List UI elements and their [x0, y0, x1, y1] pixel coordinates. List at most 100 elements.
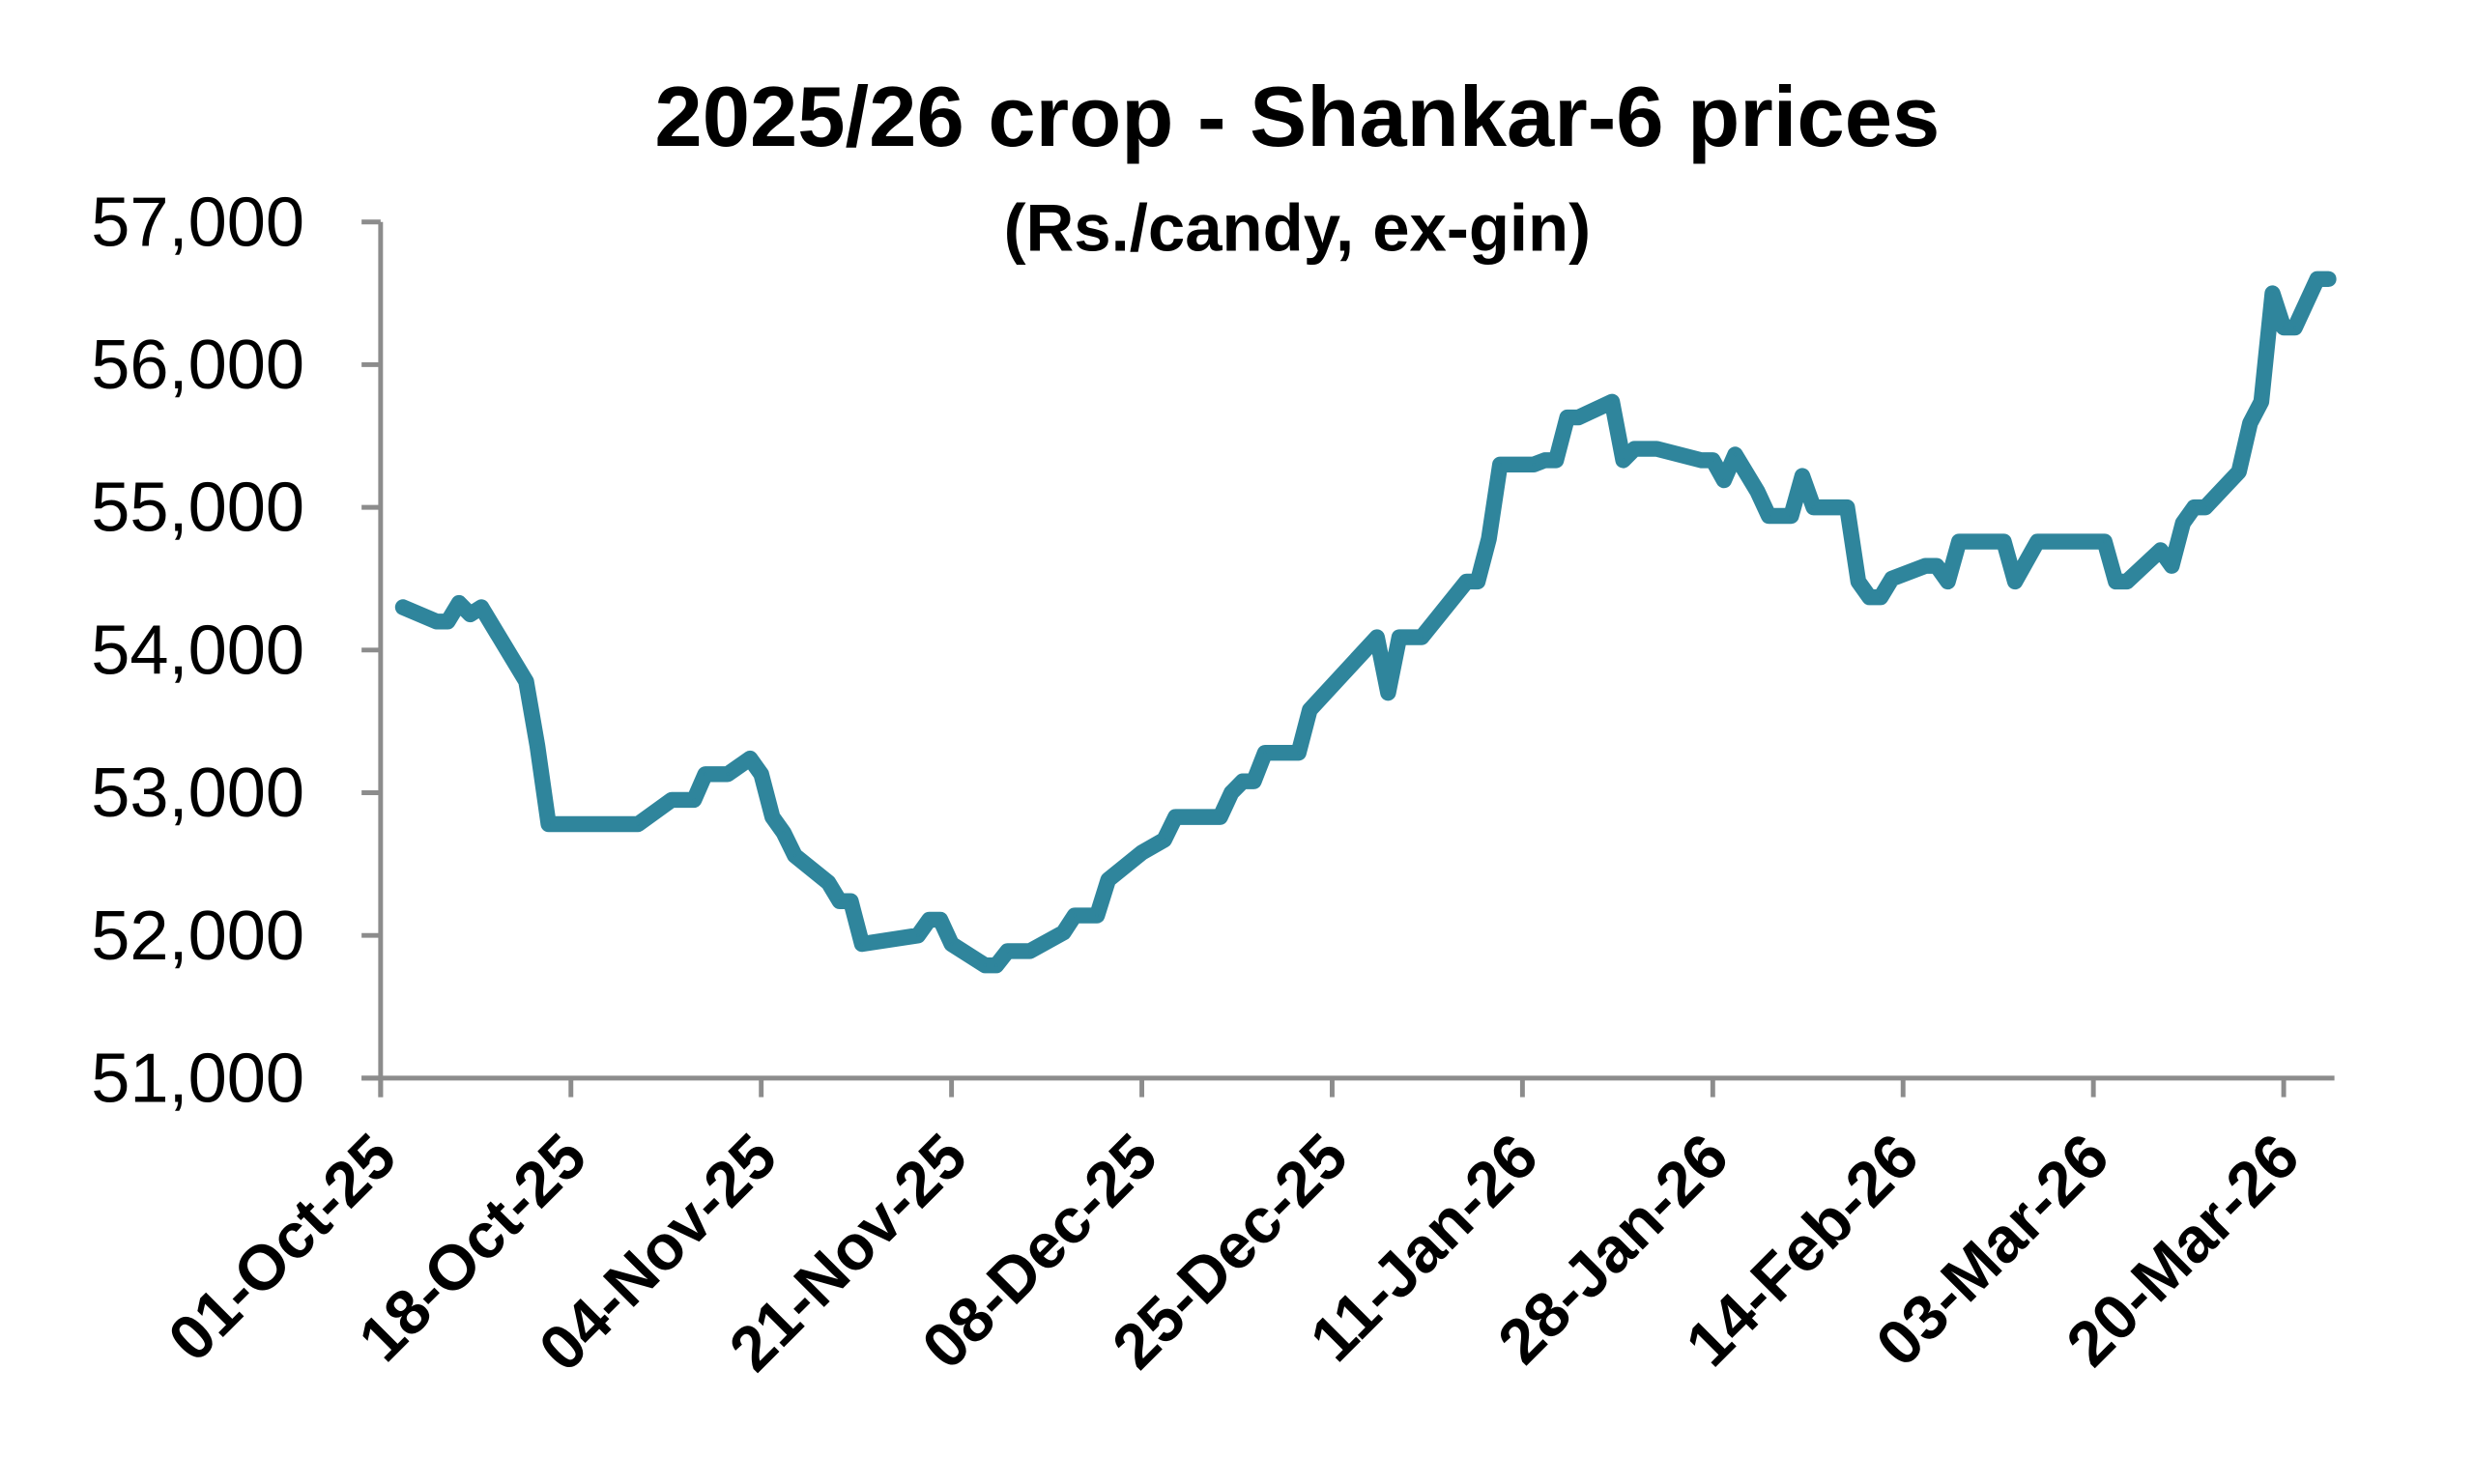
data-point	[2170, 564, 2173, 568]
data-point	[1879, 595, 1883, 599]
data-point	[2293, 326, 2297, 329]
data-point	[435, 619, 439, 623]
data-point	[2181, 521, 2185, 526]
data-point	[782, 831, 786, 835]
series	[394, 271, 2337, 974]
data-point	[1464, 580, 1469, 584]
data-point	[2237, 470, 2241, 473]
data-point	[2316, 277, 2319, 281]
data-point	[2103, 539, 2107, 544]
data-point	[1923, 564, 1928, 568]
data-point	[2270, 291, 2275, 296]
data-point	[1173, 814, 1177, 819]
data-point	[1241, 780, 1245, 784]
data-point	[916, 933, 920, 937]
data-point	[1308, 708, 1311, 712]
y-tick-label: 53,000	[91, 755, 304, 832]
data-point	[2125, 580, 2129, 584]
data-point	[1566, 415, 1569, 419]
data-point	[1476, 580, 1480, 584]
data-point	[2035, 539, 2039, 544]
data-point	[704, 772, 707, 776]
data-point	[479, 605, 483, 610]
data-point	[1811, 505, 1816, 509]
data-point	[1420, 635, 1424, 640]
data-point	[949, 942, 954, 946]
data-point	[1800, 473, 1804, 478]
data-point	[1767, 514, 1770, 518]
data-point	[1532, 463, 1536, 467]
data-point	[401, 605, 405, 610]
data-point	[2326, 277, 2331, 281]
data-point	[726, 772, 730, 776]
data-point	[670, 798, 674, 802]
data-point	[2259, 400, 2263, 404]
data-point	[1263, 751, 1267, 755]
data-point	[1028, 949, 1032, 954]
data-point	[826, 880, 830, 885]
data-point	[927, 918, 932, 922]
axes: 51,000 52,000 53,000 54,000 55,000 56,000 57,0…	[91, 184, 2335, 1384]
data-point	[1722, 478, 1726, 482]
data-point	[2248, 421, 2252, 425]
data-point	[2282, 326, 2286, 329]
data-point	[2001, 539, 2006, 544]
data-point	[1486, 536, 1491, 541]
data-point	[860, 942, 864, 946]
data-point	[636, 822, 640, 826]
data-point	[1700, 458, 1704, 463]
data-point	[1386, 691, 1391, 695]
y-tick-label: 57,000	[91, 184, 304, 261]
data-point	[760, 772, 763, 776]
data-point	[983, 963, 988, 967]
data-point	[1654, 446, 1659, 451]
data-point	[468, 613, 473, 616]
data-point	[1397, 635, 1401, 640]
data-point	[524, 679, 529, 683]
y-tick-label: 56,000	[91, 327, 304, 404]
data-point	[535, 744, 539, 748]
data-point	[1890, 577, 1894, 581]
data-point	[692, 798, 696, 802]
data-point	[2013, 580, 2017, 584]
data-point	[1095, 913, 1099, 918]
data-point	[1542, 458, 1547, 463]
data-point	[2192, 505, 2197, 509]
data-point	[1251, 780, 1256, 784]
data-point	[2159, 548, 2163, 553]
data-point	[849, 899, 853, 903]
data-point	[2203, 505, 2207, 509]
y-tick-label: 52,000	[91, 898, 304, 975]
y-tick-label: 54,000	[91, 612, 304, 689]
data-point	[938, 918, 942, 922]
data-point	[1789, 514, 1794, 518]
data-point	[1845, 505, 1849, 509]
data-point	[1621, 458, 1625, 463]
data-point	[770, 814, 774, 819]
data-point	[994, 963, 998, 967]
data-point	[546, 822, 551, 826]
data-point	[1229, 790, 1233, 795]
chart-title: 2025/26 crop - Shankar-6 prices	[654, 69, 1940, 164]
price-line	[394, 271, 2337, 974]
data-point	[1957, 539, 1961, 544]
data-point	[1139, 850, 1144, 855]
chart-subtitle: (Rs./candy, ex-gin)	[1004, 190, 1592, 265]
data-point	[1945, 580, 1950, 584]
data-point	[1632, 446, 1636, 451]
data-point	[1107, 877, 1110, 882]
data-point	[1610, 400, 1614, 404]
data-point	[748, 756, 752, 760]
data-point	[1733, 452, 1738, 457]
data-point	[1935, 564, 1939, 568]
data-point	[1375, 635, 1379, 640]
data-point	[457, 601, 461, 605]
data-point	[792, 853, 797, 858]
data-point	[1756, 490, 1760, 494]
data-point	[446, 619, 449, 623]
data-point	[1218, 814, 1223, 819]
data-point	[1061, 930, 1066, 934]
data-point	[1073, 913, 1077, 918]
data-point	[1297, 751, 1301, 755]
y-tick-label: 51,000	[91, 1041, 304, 1118]
